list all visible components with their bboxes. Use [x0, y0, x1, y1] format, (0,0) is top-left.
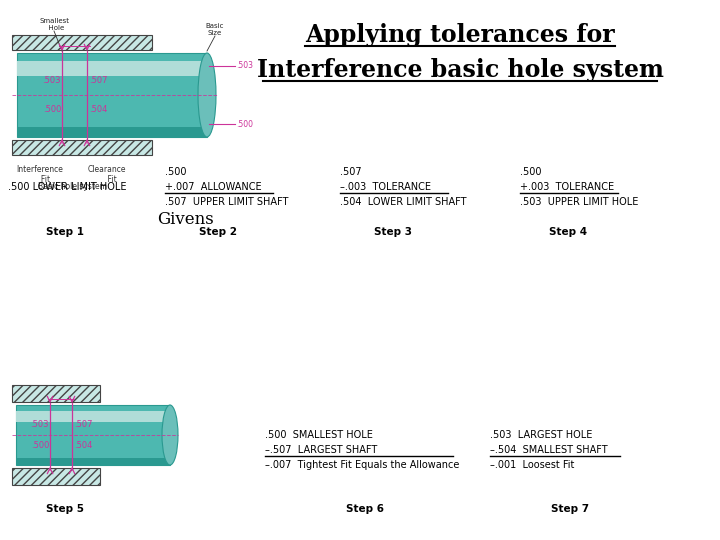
- Text: .504: .504: [74, 441, 92, 450]
- Bar: [17, 53, 207, 137]
- Text: Basic
Size: Basic Size: [206, 23, 224, 36]
- Text: Givens: Givens: [157, 212, 213, 228]
- Text: .500: .500: [165, 167, 186, 177]
- Text: .500: .500: [42, 105, 61, 114]
- Text: Step 5: Step 5: [46, 504, 84, 514]
- Text: Step 3: Step 3: [374, 227, 412, 237]
- Text: .503: .503: [42, 76, 61, 85]
- Bar: [17, 62, 207, 76]
- Text: –.001  Loosest Fit: –.001 Loosest Fit: [490, 460, 575, 470]
- Text: .500  SMALLEST HOLE: .500 SMALLEST HOLE: [265, 430, 373, 440]
- Text: –.007  Tightest Fit Equals the Allowance: –.007 Tightest Fit Equals the Allowance: [265, 460, 459, 470]
- Text: Step 6: Step 6: [346, 504, 384, 514]
- Bar: [12, 140, 152, 155]
- Text: Step 2: Step 2: [199, 227, 237, 237]
- Text: .500 LOWER LIMIT HOLE: .500 LOWER LIMIT HOLE: [8, 182, 127, 192]
- Text: .503  UPPER LIMIT HOLE: .503 UPPER LIMIT HOLE: [520, 197, 639, 207]
- Text: .500: .500: [236, 120, 253, 129]
- Text: Interference
     Fit: Interference Fit: [17, 165, 63, 184]
- Text: Step 7: Step 7: [551, 504, 589, 514]
- Text: Interference basic hole system: Interference basic hole system: [256, 58, 663, 82]
- Text: Step 4: Step 4: [549, 227, 587, 237]
- Text: .507: .507: [74, 420, 92, 429]
- Text: .500: .500: [31, 441, 49, 450]
- Text: .503: .503: [236, 61, 253, 70]
- Text: +.003  TOLERANCE: +.003 TOLERANCE: [520, 182, 614, 192]
- Text: +.007  ALLOWANCE: +.007 ALLOWANCE: [165, 182, 261, 192]
- Text: .504  LOWER LIMIT SHAFT: .504 LOWER LIMIT SHAFT: [340, 197, 467, 207]
- Text: .507  UPPER LIMIT SHAFT: .507 UPPER LIMIT SHAFT: [165, 197, 289, 207]
- Bar: [12, 468, 100, 485]
- Ellipse shape: [162, 405, 178, 465]
- Ellipse shape: [198, 53, 216, 137]
- Text: .503  LARGEST HOLE: .503 LARGEST HOLE: [490, 430, 593, 440]
- Text: .507: .507: [89, 76, 107, 85]
- Text: –.003  TOLERANCE: –.003 TOLERANCE: [340, 182, 431, 192]
- Text: Basic hole system: Basic hole system: [37, 182, 107, 191]
- Text: .500: .500: [520, 167, 541, 177]
- Text: .507: .507: [340, 167, 361, 177]
- Text: Smallest
  Hole: Smallest Hole: [39, 18, 69, 31]
- Text: Step 1: Step 1: [46, 227, 84, 237]
- Text: –.504  SMALLEST SHAFT: –.504 SMALLEST SHAFT: [490, 445, 608, 455]
- Text: Applying tolerances for: Applying tolerances for: [305, 23, 615, 47]
- Text: –.507  LARGEST SHAFT: –.507 LARGEST SHAFT: [265, 445, 377, 455]
- Bar: [16, 411, 170, 422]
- Bar: [16, 405, 170, 465]
- Bar: [12, 35, 152, 50]
- Text: .503: .503: [30, 420, 49, 429]
- Text: .504: .504: [89, 105, 107, 114]
- Text: Clearance
    Fit: Clearance Fit: [88, 165, 126, 184]
- Bar: [17, 126, 207, 137]
- Bar: [16, 457, 170, 465]
- Bar: [12, 385, 100, 402]
